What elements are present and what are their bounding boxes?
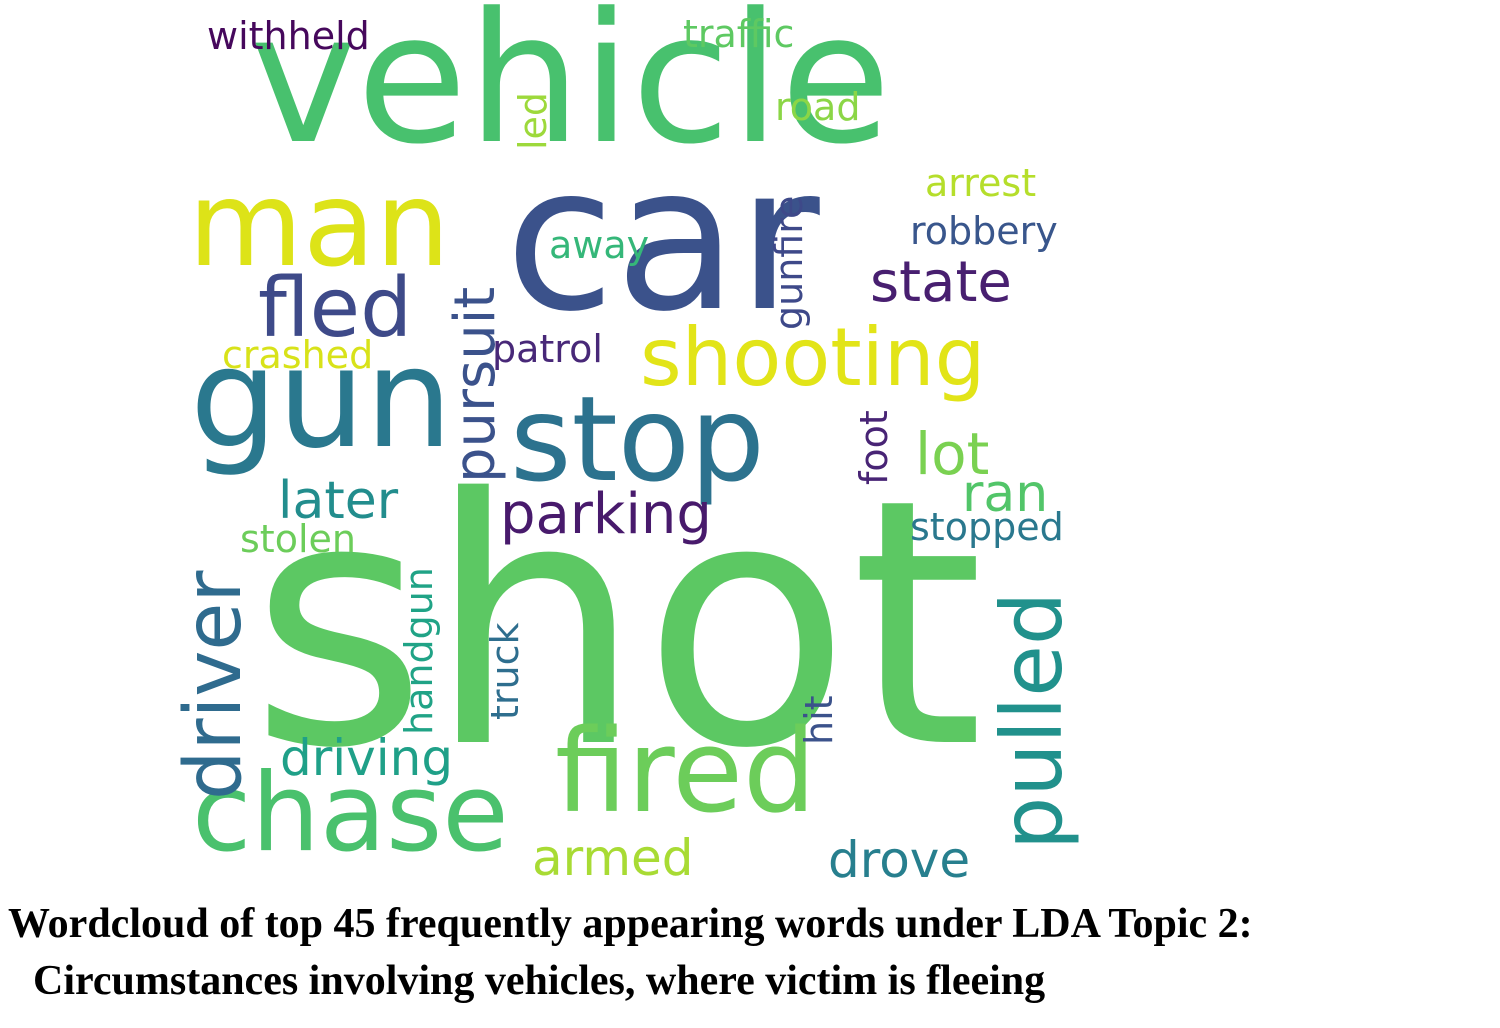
word-armed: armed xyxy=(532,829,694,887)
word-shot: shot xyxy=(250,427,984,823)
word-fled: fled xyxy=(258,261,413,356)
word-led: led xyxy=(511,91,555,150)
word-car: car xyxy=(505,123,820,356)
word-handgun: handgun xyxy=(397,567,441,735)
word-stop: stop xyxy=(510,370,765,508)
word-crashed: crashed xyxy=(222,333,374,377)
word-pursuit: pursuit xyxy=(443,286,508,483)
word-truck: truck xyxy=(483,622,527,720)
word-lot: lot xyxy=(915,420,990,488)
word-vehicle: vehicle xyxy=(250,0,892,184)
word-stopped: stopped xyxy=(910,505,1064,549)
word-later: later xyxy=(278,471,399,531)
word-road: road xyxy=(775,85,861,129)
figure-caption-line-2: Circumstances involving vehicles, where … xyxy=(33,958,1046,1004)
word-pulled: pulled xyxy=(983,591,1081,850)
word-drove: drove xyxy=(828,831,971,889)
word-man: man xyxy=(188,155,451,293)
word-patrol: patrol xyxy=(492,327,603,371)
word-away: away xyxy=(549,223,650,267)
word-withheld: withheld xyxy=(207,14,370,58)
word-fired: fired xyxy=(555,705,816,839)
word-hit: hit xyxy=(797,695,841,745)
word-gunfire: gunfire xyxy=(767,195,811,330)
word-gun: gun xyxy=(190,318,453,479)
word-chase: chase xyxy=(192,751,509,876)
word-cloud: shot vehicle car man gun stop fired chase shooti… xyxy=(169,0,1081,889)
word-state: state xyxy=(870,250,1012,315)
word-ran: ran xyxy=(962,464,1049,524)
word-traffic: traffic xyxy=(683,12,795,56)
word-shooting: shooting xyxy=(640,311,986,404)
word-foot: foot xyxy=(852,410,896,485)
word-robbery: robbery xyxy=(910,209,1058,253)
word-parking: parking xyxy=(500,482,712,547)
figure-caption-line-1: Wordcloud of top 45 frequently appearing… xyxy=(8,901,1253,947)
word-driver: driver xyxy=(169,570,259,800)
word-driving: driving xyxy=(280,729,454,787)
word-arrest: arrest xyxy=(925,161,1037,205)
word-stolen: stolen xyxy=(240,517,356,561)
